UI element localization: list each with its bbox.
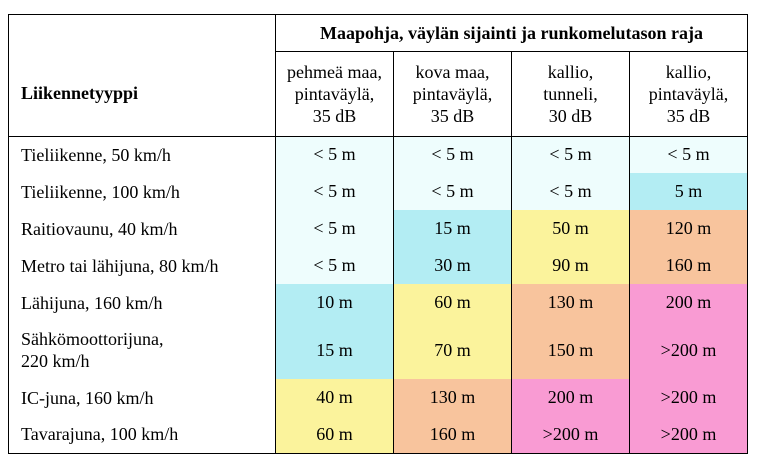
table-cell: >200 m xyxy=(629,379,748,416)
table-row: Metro tai lähijuna, 80 km/h < 5 m 30 m 9… xyxy=(8,247,748,284)
table-cell: < 5 m xyxy=(511,173,630,210)
table-cell: 90 m xyxy=(511,247,630,284)
row-label: Lähijuna, 160 km/h xyxy=(8,284,276,321)
column-header-line: 35 dB xyxy=(430,105,475,126)
table-cell: 130 m xyxy=(511,284,630,321)
table-cell: < 5 m xyxy=(275,173,394,210)
row-label: Tieliikenne, 100 km/h xyxy=(8,173,276,210)
column-header-line: tunneli, xyxy=(543,83,598,104)
table-row: Tieliikenne, 50 km/h < 5 m < 5 m < 5 m <… xyxy=(8,135,748,173)
table-cell: 40 m xyxy=(275,379,394,416)
column-header-line: 30 dB xyxy=(548,105,593,126)
table-cell: >200 m xyxy=(629,416,748,454)
column-header: kova maa, pintaväylä, 35 dB xyxy=(393,51,512,137)
column-header-line: 35 dB xyxy=(312,105,357,126)
table-cell: 5 m xyxy=(629,173,748,210)
row-label: Tavarajuna, 100 km/h xyxy=(8,416,276,454)
table-cell: 200 m xyxy=(511,379,630,416)
table-cell: 60 m xyxy=(275,416,394,454)
table-row: Tieliikenne, 100 km/h < 5 m < 5 m < 5 m … xyxy=(8,173,748,210)
column-header: pehmeä maa, pintaväylä, 35 dB xyxy=(275,51,394,137)
table-cell: 160 m xyxy=(393,416,512,454)
table-row: IC-juna, 160 km/h 40 m 130 m 200 m >200 … xyxy=(8,379,748,416)
column-header-line: pintaväylä, xyxy=(648,83,729,104)
column-header-line: pehmeä maa, xyxy=(287,61,382,82)
table-cell: 15 m xyxy=(275,321,394,379)
row-label: Tieliikenne, 50 km/h xyxy=(8,135,276,173)
vibration-distance-table: Maapohja, väylän sijainti ja runkomeluta… xyxy=(8,14,748,454)
table-cell: 120 m xyxy=(629,210,748,247)
row-label: Sähkömoottorijuna, 220 km/h xyxy=(8,321,276,379)
column-header: kallio, tunneli, 30 dB xyxy=(511,51,630,137)
row-label-line: 220 km/h xyxy=(21,351,90,371)
group-header: Maapohja, väylän sijainti ja runkomeluta… xyxy=(275,14,748,52)
table-container: Maapohja, väylän sijainti ja runkomeluta… xyxy=(8,14,748,454)
table-cell: >200 m xyxy=(511,416,630,454)
table-cell: < 5 m xyxy=(393,173,512,210)
column-header-line: kallio, xyxy=(665,61,712,82)
table-row: Sähkömoottorijuna, 220 km/h 15 m 70 m 15… xyxy=(8,321,748,379)
table-corner xyxy=(8,14,276,52)
table-row: Tavarajuna, 100 km/h 60 m 160 m >200 m >… xyxy=(8,416,748,454)
row-label-line: Sähkömoottorijuna, xyxy=(21,329,164,349)
row-label: Metro tai lähijuna, 80 km/h xyxy=(8,247,276,284)
column-header: kallio, pintaväylä, 35 dB xyxy=(629,51,748,137)
table-cell: 150 m xyxy=(511,321,630,379)
table-cell: 60 m xyxy=(393,284,512,321)
table-cell: < 5 m xyxy=(275,135,394,173)
table-cell: < 5 m xyxy=(393,135,512,173)
column-header-line: pintaväylä, xyxy=(294,83,375,104)
table-cell: 160 m xyxy=(629,247,748,284)
column-header-line: 35 dB xyxy=(666,105,711,126)
table-row: Lähijuna, 160 km/h 10 m 60 m 130 m 200 m xyxy=(8,284,748,321)
table-cell: 200 m xyxy=(629,284,748,321)
table-cell: 130 m xyxy=(393,379,512,416)
table-row: Raitiovaunu, 40 km/h < 5 m 15 m 50 m 120… xyxy=(8,210,748,247)
table-cell: < 5 m xyxy=(511,135,630,173)
table-cell: < 5 m xyxy=(275,247,394,284)
table-cell: 15 m xyxy=(393,210,512,247)
table-cell: 30 m xyxy=(393,247,512,284)
row-label: Raitiovaunu, 40 km/h xyxy=(8,210,276,247)
row-header: Liikennetyyppi xyxy=(8,51,276,137)
column-header-line: kallio, xyxy=(547,61,594,82)
table-cell: >200 m xyxy=(629,321,748,379)
column-header-line: kova maa, xyxy=(415,61,490,82)
column-header-line: pintaväylä, xyxy=(412,83,493,104)
row-label: IC-juna, 160 km/h xyxy=(8,379,276,416)
table-cell: 10 m xyxy=(275,284,394,321)
table-cell: 50 m xyxy=(511,210,630,247)
table-cell: < 5 m xyxy=(629,135,748,173)
table-cell: < 5 m xyxy=(275,210,394,247)
table-cell: 70 m xyxy=(393,321,512,379)
